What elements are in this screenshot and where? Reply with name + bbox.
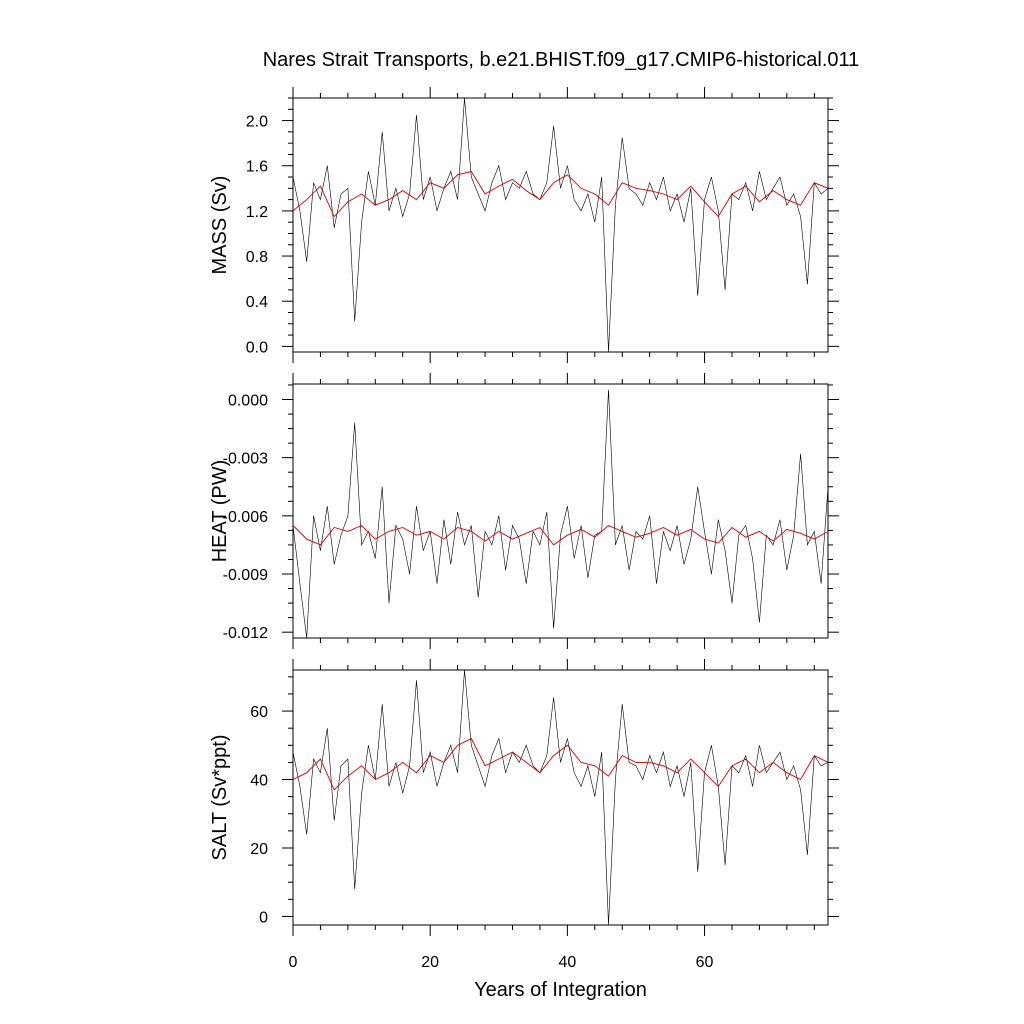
chart-title: Nares Strait Transports, b.e21.BHIST.f09… bbox=[263, 49, 860, 71]
x-tick-label: 60 bbox=[696, 954, 714, 971]
y-tick-label: 1.2 bbox=[246, 204, 268, 221]
heat-panel: 0.000 -0.003 -0.006 -0.009 -0.012 HEAT (PW) bbox=[209, 373, 839, 649]
y-tick-label: 0.000 bbox=[228, 393, 268, 410]
plot-frame bbox=[292, 669, 829, 926]
smoothed-series-line bbox=[292, 737, 829, 791]
y-tick-label: 0 bbox=[259, 909, 268, 926]
y-tick-label: 60 bbox=[250, 704, 268, 721]
y-tick-label: -0.006 bbox=[223, 509, 268, 526]
raw-series-line bbox=[292, 669, 829, 926]
plot-frame bbox=[292, 383, 829, 639]
y-tick-label: 20 bbox=[250, 841, 268, 858]
x-tick-label: 0 bbox=[289, 954, 298, 971]
smoothed-series-line bbox=[292, 524, 829, 546]
x-tick-label: 40 bbox=[558, 954, 576, 971]
y-tick-label: -0.003 bbox=[223, 451, 268, 468]
salt-panel: 0 20 40 60 0 20 40 60 SALT (Sv*ppt) Years of Inte… bbox=[209, 659, 839, 1001]
y-tick-label: 1.6 bbox=[246, 159, 268, 176]
y-axis-title: MASS (Sv) bbox=[209, 176, 231, 275]
x-tick-label: 20 bbox=[421, 954, 439, 971]
y-tick-label: 0.8 bbox=[246, 249, 268, 266]
raw-series-line bbox=[292, 97, 829, 353]
smoothed-series-line bbox=[292, 170, 829, 218]
y-axis-title: HEAT (PW) bbox=[209, 460, 231, 563]
y-tick-label: -0.009 bbox=[223, 567, 268, 584]
y-tick-label: 40 bbox=[250, 773, 268, 790]
y-axis-title: SALT (Sv*ppt) bbox=[209, 735, 231, 861]
x-axis-title: Years of Integration bbox=[474, 979, 647, 1001]
y-tick-label: 2.0 bbox=[246, 114, 268, 131]
y-tick-label: -0.012 bbox=[223, 625, 268, 642]
mass-panel: 0.0 0.4 0.8 1.2 1.6 2.0 MASS (Sv) bbox=[209, 87, 839, 363]
plot-frame bbox=[292, 97, 829, 353]
raw-series-line bbox=[292, 389, 829, 639]
y-tick-label: 0.0 bbox=[246, 339, 268, 356]
y-tick-label: 0.4 bbox=[246, 294, 268, 311]
